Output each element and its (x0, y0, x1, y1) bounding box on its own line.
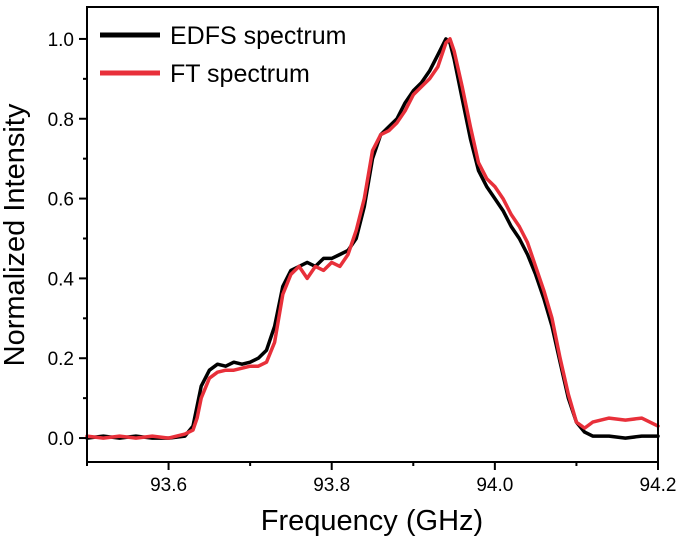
ticks-layer: 93.6 93.8 94.0 94.2 0.0 0.2 0.4 0.6 0.8 1.0 (48, 30, 677, 496)
series-line-edfs (85, 37, 660, 440)
x-tick-label: 94.0 (476, 475, 513, 496)
y-tick-label: 0.4 (48, 269, 75, 290)
x-axis-title: Frequency (GHz) (261, 505, 483, 537)
x-tick-label: 93.8 (313, 475, 350, 496)
y-tick-label: 0.8 (48, 110, 74, 131)
y-tick-label: 1.0 (48, 30, 74, 51)
x-tick-label: 94.2 (640, 475, 677, 496)
y-tick-label: 0.6 (48, 190, 74, 211)
plot-frame (86, 6, 659, 463)
series-line-ft (85, 37, 660, 440)
y-tick-label: 0.0 (48, 429, 74, 450)
legend: EDFS spectrum FT spectrum (100, 22, 346, 88)
legend-label-ft: FT spectrum (170, 60, 310, 88)
y-tick-label: 0.2 (48, 349, 74, 370)
x-tick-label: 93.6 (150, 475, 187, 496)
legend-label-edfs: EDFS spectrum (170, 22, 346, 50)
y-axis-title: Normalized Intensity (0, 103, 31, 366)
series-layer (85, 37, 660, 440)
